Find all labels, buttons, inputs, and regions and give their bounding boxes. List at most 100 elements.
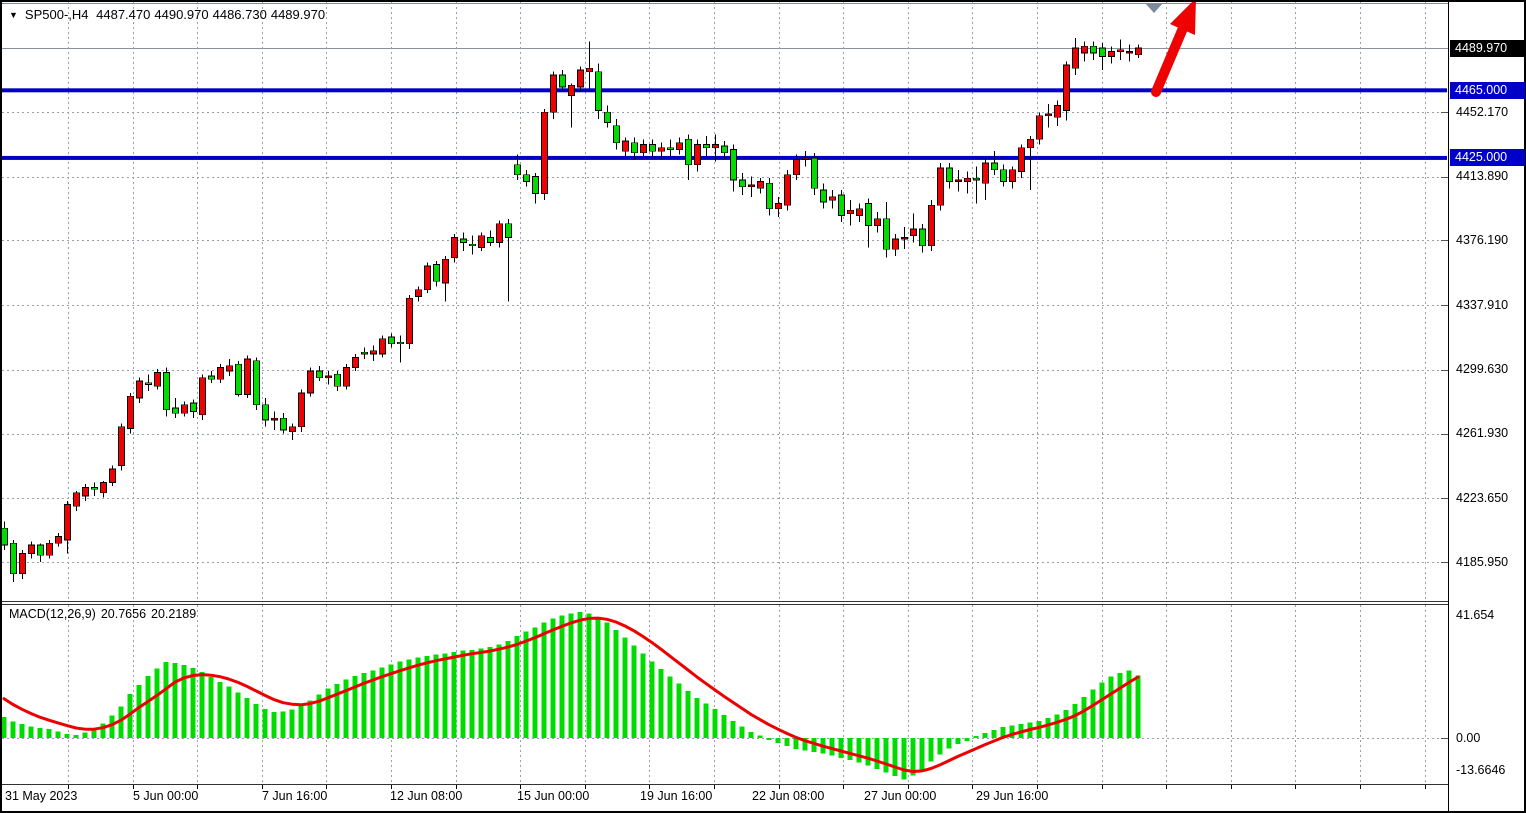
bear-candle: [730, 149, 737, 181]
bear-candle: [703, 144, 710, 149]
bear-candle: [280, 417, 287, 431]
macd-histogram-bar: [343, 679, 349, 738]
bull-candle: [1126, 51, 1133, 54]
macd-histogram-bar: [919, 738, 925, 770]
bull-candle: [118, 426, 125, 466]
bull-candle: [181, 404, 188, 414]
macd-histogram-bar: [181, 664, 187, 738]
bull-candle: [298, 392, 305, 428]
macd-histogram-bar: [262, 709, 268, 738]
macd-histogram-bar: [1108, 676, 1114, 738]
macd-histogram-bar: [883, 738, 889, 773]
bull-candle: [1045, 113, 1052, 117]
bear-candle: [145, 382, 152, 385]
macd-histogram-bar: [937, 738, 943, 755]
bull-candle: [451, 237, 458, 259]
bull-candle: [856, 208, 863, 216]
bear-candle: [361, 351, 368, 355]
bull-candle: [550, 74, 557, 113]
bull-candle: [442, 258, 449, 284]
macd-histogram-bar: [712, 709, 718, 738]
macd-histogram-bar: [955, 738, 961, 745]
macd-histogram-bar: [892, 738, 898, 777]
bull-candle: [1108, 51, 1115, 57]
macd-histogram-bar: [10, 721, 16, 738]
trend-arrow-shaft[interactable]: [1151, 22, 1189, 97]
bear-candle: [91, 487, 98, 490]
macd-histogram-bar: [136, 685, 142, 738]
bull-candle: [676, 142, 683, 150]
bear-candle: [739, 179, 746, 188]
macd-histogram-bar: [1072, 704, 1078, 738]
macd-histogram-bar: [64, 733, 70, 738]
bear-candle: [766, 182, 773, 210]
macd-histogram-bar: [505, 640, 511, 738]
macd-histogram-bar: [1135, 675, 1141, 738]
bull-candle: [955, 179, 962, 182]
bull-candle: [82, 487, 89, 497]
bull-candle: [937, 167, 944, 206]
bear-candle: [685, 138, 692, 166]
macd-histogram-bar: [838, 738, 844, 758]
macd-histogram-bar: [217, 681, 223, 738]
macd-histogram-bar: [208, 676, 214, 738]
bull-candle: [928, 204, 935, 247]
macd-histogram-bar: [127, 694, 133, 738]
macd-histogram-bar: [451, 651, 457, 738]
bull-candle: [1018, 147, 1025, 172]
trend-arrow-head[interactable]: [1170, 0, 1196, 35]
macd-histogram-bar: [1036, 720, 1042, 738]
bear-candle: [469, 243, 476, 247]
bull-candle: [982, 162, 989, 184]
bear-candle: [820, 189, 827, 203]
bear-candle: [595, 71, 602, 111]
macd-histogram-bar: [874, 738, 880, 769]
marker-triangle-icon[interactable]: [1145, 3, 1163, 13]
macd-histogram-bar: [172, 663, 178, 738]
macd-histogram-bar: [1081, 696, 1087, 738]
bull-candle: [748, 184, 755, 188]
bull-candle: [217, 367, 224, 380]
bull-candle: [910, 228, 917, 237]
macd-histogram-bar: [829, 738, 835, 756]
macd-histogram-bar: [856, 738, 862, 763]
macd-histogram-bar: [109, 715, 115, 738]
macd-histogram-bar: [703, 703, 709, 738]
bull-candle: [244, 358, 251, 395]
bear-candle: [973, 177, 980, 181]
bull-candle: [658, 147, 665, 152]
bull-candle: [712, 144, 719, 149]
bear-candle: [262, 404, 269, 421]
bear-candle: [208, 375, 215, 380]
bull-candle: [1081, 45, 1088, 54]
macd-histogram-bar: [379, 667, 385, 738]
bull-candle: [343, 367, 350, 387]
bull-candle: [226, 365, 233, 372]
bull-candle: [892, 238, 899, 250]
macd-histogram-bar: [631, 645, 637, 738]
macd-histogram-bar: [991, 730, 997, 738]
macd-histogram-bar: [235, 692, 241, 738]
support-resistance-line[interactable]: [2, 88, 1447, 93]
macd-histogram-bar: [982, 733, 988, 738]
macd-histogram-bar: [280, 711, 286, 738]
macd-histogram-bar: [928, 738, 934, 762]
macd-histogram-bar: [685, 690, 691, 738]
bear-candle: [172, 407, 179, 414]
bull-candle: [1072, 47, 1079, 69]
macd-histogram-bar: [532, 627, 538, 738]
macd-histogram-bar: [118, 706, 124, 738]
bull-candle: [1027, 138, 1034, 149]
bear-candle: [10, 542, 17, 575]
bear-candle: [235, 363, 242, 395]
macd-histogram-bar: [1, 716, 7, 738]
bear-candle: [460, 238, 467, 243]
macd-histogram-bar: [487, 647, 493, 738]
bull-candle: [622, 140, 629, 152]
macd-histogram-bar: [658, 669, 664, 738]
macd-histogram-bar: [964, 738, 970, 742]
bull-candle: [496, 223, 503, 243]
